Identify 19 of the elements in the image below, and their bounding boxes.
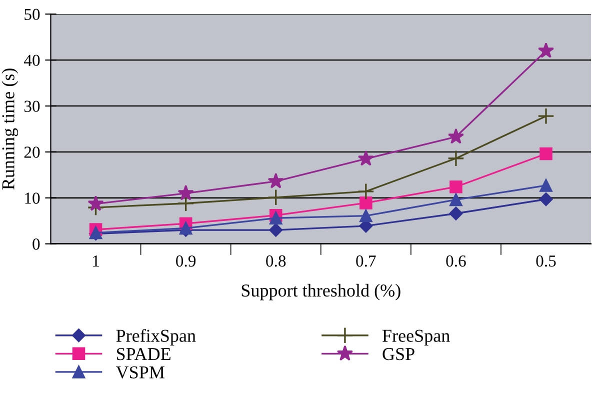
legend-label: PrefixSpan <box>116 328 196 346</box>
x-axis-title: Support threshold (%) <box>242 284 400 300</box>
x-tick-label: 0.9 <box>176 255 196 267</box>
y-tick-label: 10 <box>25 192 40 204</box>
legend-label: FreeSpan <box>382 330 450 346</box>
y-tick-label: 30 <box>24 100 40 112</box>
x-tick-label: 0.8 <box>266 255 286 267</box>
legend-label: VSPM <box>116 366 164 379</box>
legend-label: GSP <box>382 348 414 360</box>
x-tick-label: 0.5 <box>536 255 556 267</box>
y-tick-label: 0 <box>32 238 40 250</box>
y-tick-label: 50 <box>24 8 40 20</box>
x-tick-label: 0.6 <box>446 255 466 267</box>
legend-label: SPADE <box>116 348 170 360</box>
x-tick-label: 0.7 <box>356 255 376 267</box>
x-tick-label: 1 <box>93 255 99 266</box>
y-tick-label: 40 <box>24 54 40 66</box>
y-tick-label: 20 <box>24 146 40 158</box>
y-axis-title: Running time (s) <box>2 68 18 190</box>
